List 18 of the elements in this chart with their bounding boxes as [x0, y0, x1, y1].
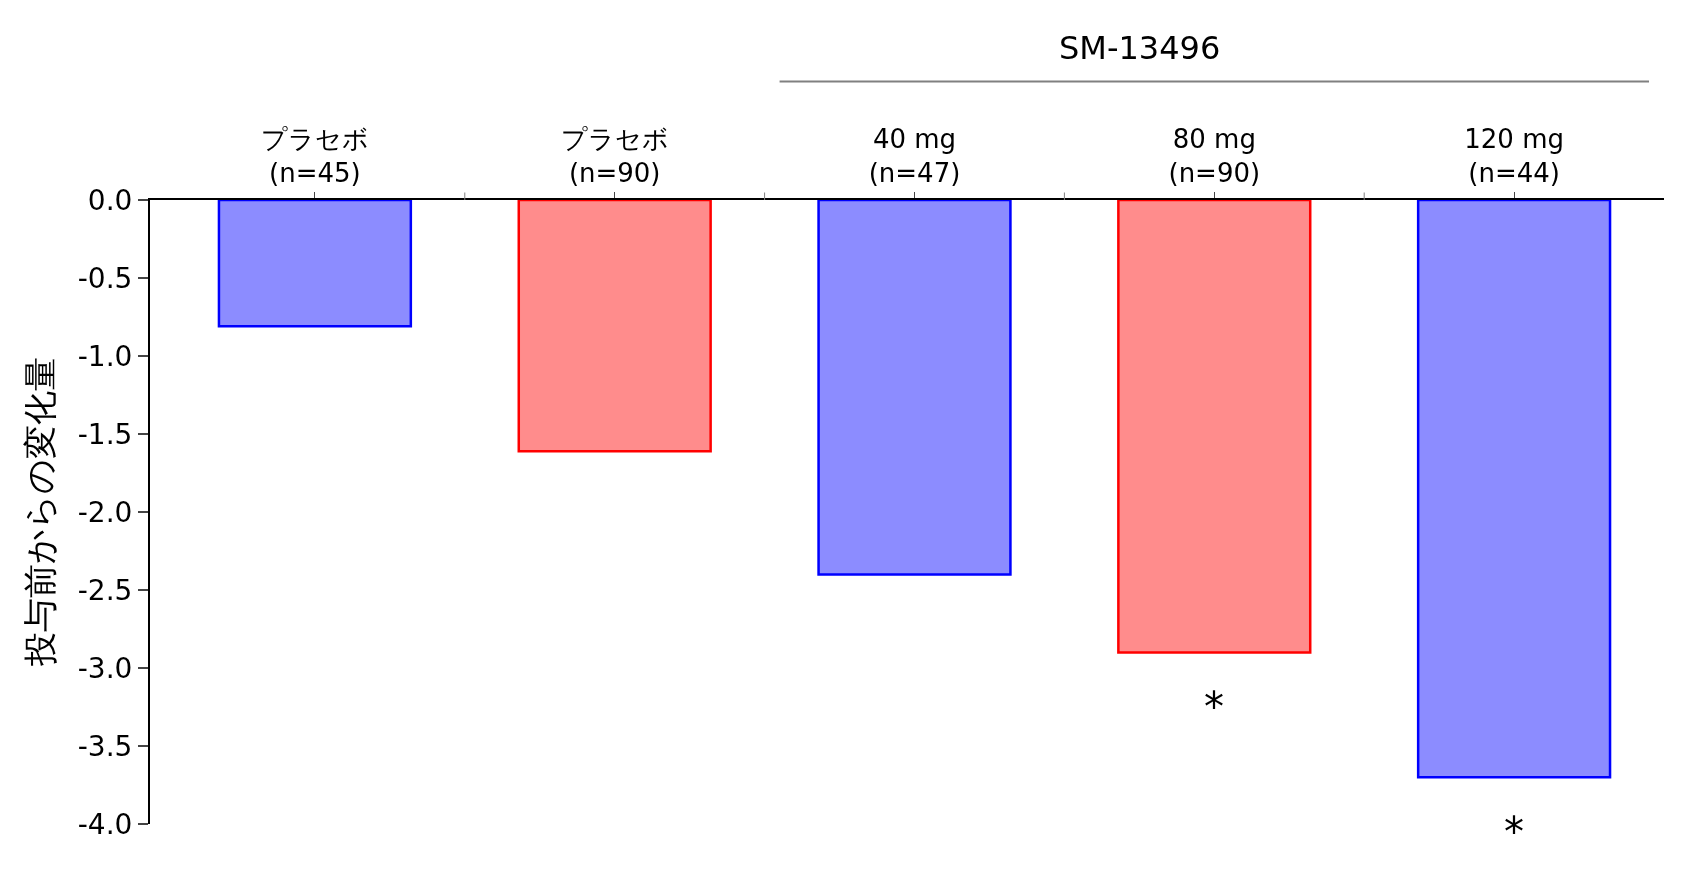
- y-tick-label: -0.5: [77, 261, 133, 295]
- x-tick-label: プラセボ (n=45): [260, 124, 369, 188]
- y-tick-label: -1.0: [77, 339, 133, 373]
- y-tick-label: -4.0: [77, 807, 133, 841]
- y-tick-label: 0.0: [87, 183, 133, 217]
- x-tick-label: 80 mg (n=90): [1168, 124, 1261, 188]
- annotation: *: [1504, 809, 1524, 855]
- y-tick-label: -3.0: [77, 651, 133, 685]
- y-axis-title: 投与前からの変化量: [19, 357, 60, 668]
- annotation: *: [1204, 684, 1224, 730]
- text: SM-13496: [1059, 29, 1221, 67]
- y-tick-label: -1.5: [77, 417, 133, 451]
- y-tick-label: -3.5: [77, 729, 133, 763]
- y-tick-label: -2.0: [77, 495, 133, 529]
- x-tick-label: 40 mg (n=47): [868, 124, 961, 188]
- x-tick-label: 120 mg (n=44): [1464, 124, 1564, 188]
- y-tick-label: -2.5: [77, 573, 133, 607]
- x-tick-label: プラセボ (n=90): [560, 124, 669, 188]
